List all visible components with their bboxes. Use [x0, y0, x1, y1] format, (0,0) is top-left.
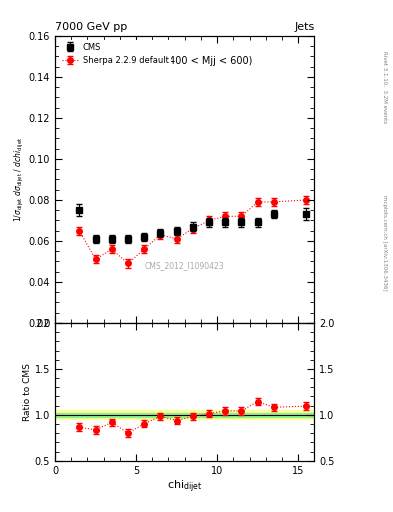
Text: χ (jets) (400 < Mjj < 600): χ (jets) (400 < Mjj < 600) — [128, 56, 252, 66]
Text: Rivet 3.1.10,  3.2M events: Rivet 3.1.10, 3.2M events — [382, 51, 387, 123]
Bar — [55, 413, 314, 417]
Y-axis label: $1/\sigma_{\mathrm{dijet}}\ d\sigma_{\mathrm{dijet}}\ /\ dchi_{\mathrm{dijet}}$: $1/\sigma_{\mathrm{dijet}}\ d\sigma_{\ma… — [13, 137, 26, 222]
X-axis label: chi$_{\mathrm{dijet}}$: chi$_{\mathrm{dijet}}$ — [167, 478, 202, 495]
Y-axis label: Ratio to CMS: Ratio to CMS — [23, 363, 32, 421]
Text: mcplots.cern.ch [arXiv:1306.3436]: mcplots.cern.ch [arXiv:1306.3436] — [382, 195, 387, 290]
Bar — [55, 410, 314, 419]
Text: 7000 GeV pp: 7000 GeV pp — [55, 23, 127, 32]
Legend: CMS, Sherpa 2.2.9 default: CMS, Sherpa 2.2.9 default — [59, 40, 171, 67]
Text: CMS_2012_I1090423: CMS_2012_I1090423 — [145, 261, 224, 270]
Text: Jets: Jets — [294, 23, 314, 32]
